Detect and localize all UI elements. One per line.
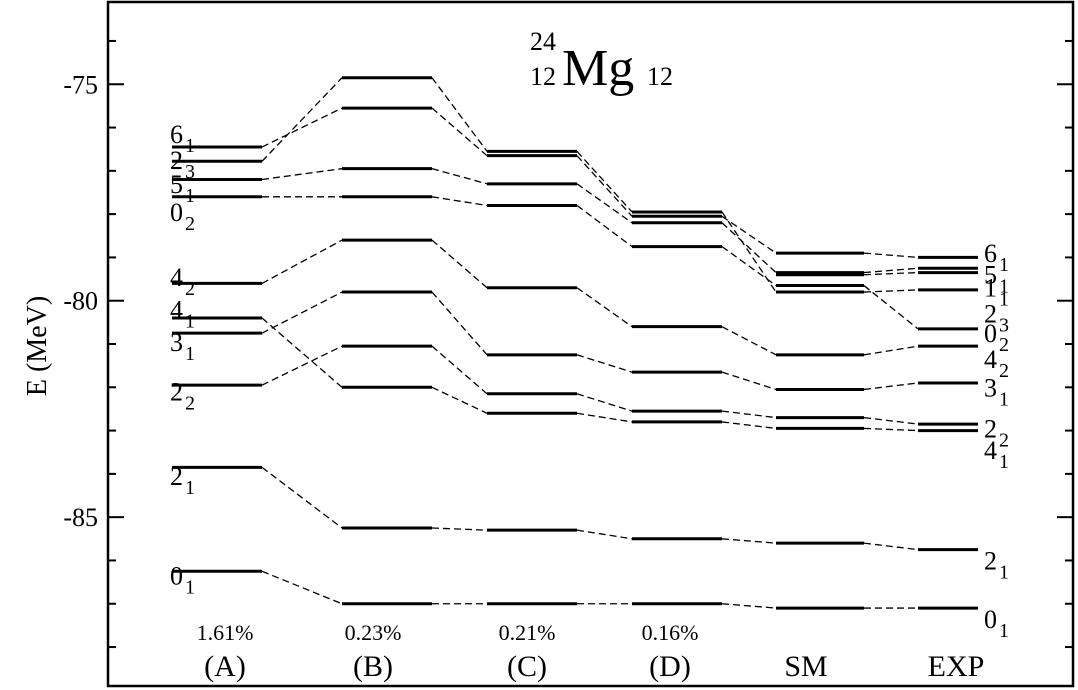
connector-2-2: [721, 410, 777, 419]
connector-6-1: [863, 252, 919, 259]
column-label: SM: [784, 650, 827, 683]
connector-0-2: [863, 285, 919, 330]
plot-frame: [106, 0, 1075, 688]
connector-5-1: [721, 222, 777, 274]
connector-0-1: [261, 570, 343, 605]
connector-lines: [261, 77, 919, 609]
chart-title: 24 12 Mg 12: [530, 27, 673, 97]
connector-3-1: [721, 371, 777, 391]
y-tick-label: -75: [63, 70, 98, 99]
y-axis-label: E (MeV): [22, 296, 53, 396]
connector-4-1: [576, 412, 633, 423]
connector-0-1: [721, 603, 777, 609]
title-neutron-number: 12: [647, 62, 673, 91]
column-label: (A): [204, 650, 246, 683]
connector-4-2: [576, 287, 633, 328]
connector-1-1: [863, 271, 919, 276]
connector-5-1: [261, 168, 343, 181]
connector-5-1: [431, 168, 488, 185]
connector-0-2: [721, 246, 777, 287]
connector-3-1: [261, 291, 343, 334]
connector-5-1: [576, 183, 633, 224]
column-label: (B): [353, 650, 393, 683]
column-label: EXP: [928, 650, 985, 683]
connector-2-1: [721, 538, 777, 544]
column-percent: 0.21%: [499, 620, 556, 645]
connector-3-1: [576, 354, 633, 373]
connector-0-2: [576, 204, 633, 248]
connector-2-2: [261, 345, 343, 386]
connector-2-2: [576, 393, 633, 412]
title-mass-number: 24: [530, 27, 556, 56]
connector-2-1: [576, 529, 633, 540]
connector-2-3: [863, 289, 919, 293]
connector-6-1: [576, 155, 633, 217]
y-tick-label: -80: [63, 287, 98, 316]
connector-3-1: [431, 291, 488, 356]
connector-2-1: [863, 542, 919, 551]
connector-6-1: [431, 107, 488, 157]
connector-4-2: [261, 239, 343, 284]
connector-2-1: [431, 527, 488, 531]
connector-2-3: [261, 77, 343, 162]
column-percent: 0.23%: [345, 620, 402, 645]
connector-4-1: [431, 386, 488, 414]
connector-4-1: [863, 427, 919, 432]
connector-2-2: [863, 416, 919, 425]
connector-3-1: [863, 382, 919, 391]
connector-4-2: [431, 239, 488, 289]
connector-2-2: [431, 345, 488, 395]
connector-2-3: [431, 77, 488, 152]
energy-levels: [172, 76, 978, 610]
connector-5-1: [863, 267, 919, 274]
y-tick-label: -85: [63, 503, 98, 532]
connector-4-1: [261, 317, 343, 388]
connector-4-1: [721, 421, 777, 430]
axis-ticks: -75 -80 -85: [63, 39, 1073, 649]
column-label: (D): [649, 650, 691, 683]
column-label: (C): [507, 650, 547, 683]
connector-6-1: [261, 107, 343, 148]
connector-2-1: [261, 466, 343, 529]
column-labels: 1.61% (A) 0.23% (B) 0.21% (C) 0.16% (D) SM EXP: [197, 620, 985, 683]
title-symbol: Mg: [562, 40, 634, 97]
column-percent: 0.16%: [642, 620, 699, 645]
connector-4-2: [863, 345, 919, 356]
state-labels: 6 12 35 10 24 24 13 12 22 10 16 15 11 12 30 24 23 12 24 12 1…: [170, 120, 1009, 642]
connector-0-2: [431, 196, 488, 207]
column-percent: 1.61%: [197, 620, 254, 645]
title-atomic-number: 12: [530, 62, 556, 91]
connector-4-2: [721, 326, 777, 356]
connector-2-3: [576, 150, 633, 213]
